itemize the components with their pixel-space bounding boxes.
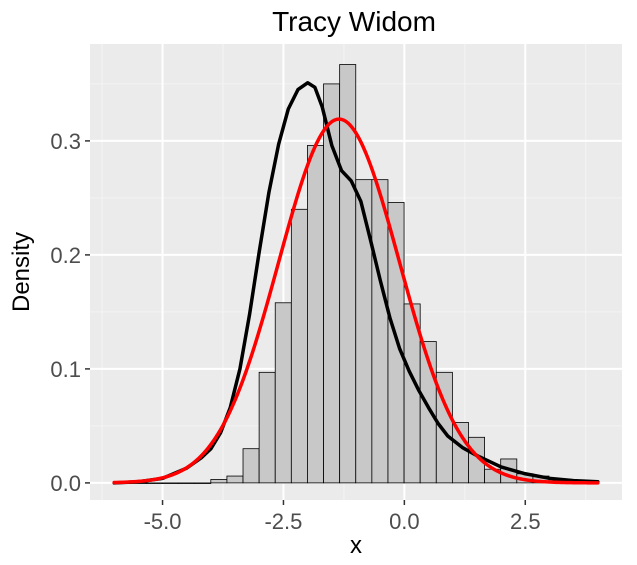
histogram-bar bbox=[371, 179, 389, 484]
histogram-bar bbox=[194, 482, 212, 484]
y-tick-label: 0.2 bbox=[50, 243, 81, 268]
histogram-bar bbox=[210, 479, 228, 484]
histogram-bar bbox=[162, 482, 180, 484]
y-tick-label: 0.0 bbox=[50, 471, 81, 496]
histogram-bar bbox=[226, 475, 244, 484]
normal-curve bbox=[112, 117, 600, 485]
histogram-bar bbox=[307, 145, 324, 484]
histogram-bars bbox=[113, 64, 598, 484]
histogram-bar bbox=[258, 371, 276, 484]
x-tick-label: 2.5 bbox=[510, 509, 541, 534]
histogram-bar bbox=[178, 482, 196, 484]
curve-lines bbox=[112, 81, 600, 485]
histogram-bar bbox=[274, 302, 292, 484]
x-tick-label: 0.0 bbox=[389, 509, 420, 534]
y-tick-label: 0.1 bbox=[50, 357, 81, 382]
x-tick-label: -2.5 bbox=[264, 509, 302, 534]
chart-title: Tracy Widom bbox=[272, 6, 436, 37]
x-axis: -5.0 -2.5 0.0 2.5 bbox=[144, 500, 541, 534]
x-axis-title: x bbox=[350, 532, 362, 559]
y-axis-title: Density bbox=[8, 232, 35, 312]
y-tick-label: 0.3 bbox=[50, 129, 81, 154]
y-axis: 0.0 0.1 0.2 0.3 bbox=[50, 129, 90, 496]
x-tick-label: -5.0 bbox=[144, 509, 182, 534]
histogram-bar bbox=[355, 179, 373, 484]
histogram-bar bbox=[145, 482, 163, 484]
histogram-bar bbox=[242, 448, 260, 484]
histogram-bar bbox=[290, 208, 308, 484]
